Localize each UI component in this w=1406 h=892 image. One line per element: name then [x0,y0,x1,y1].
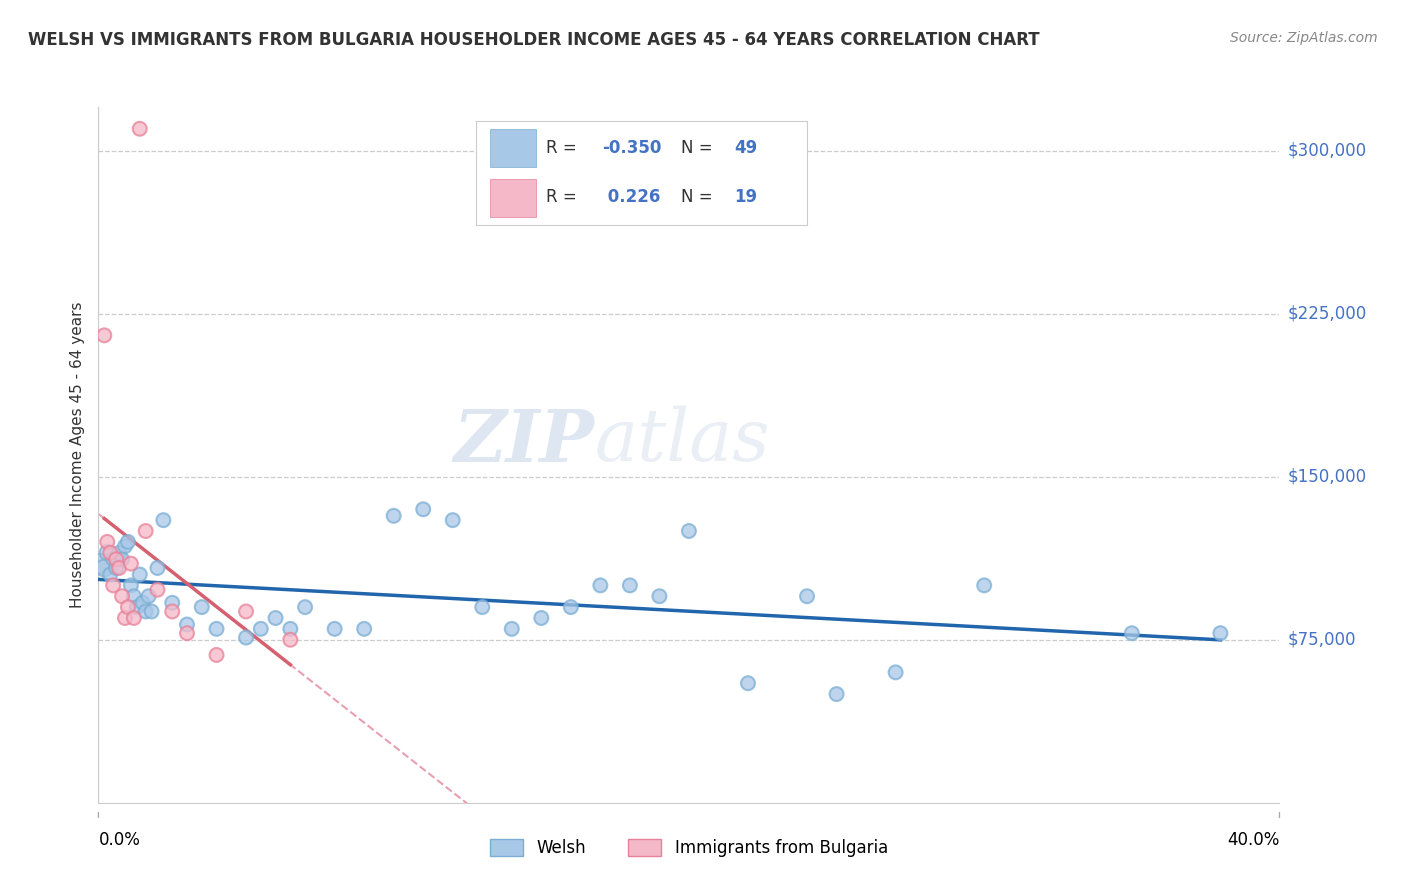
Point [96,535,118,549]
Point [98,546,121,560]
Point [111,552,134,566]
Point [191,600,214,615]
Point [114,539,136,553]
Point [176,626,198,640]
Point [589,578,612,592]
Point [117,535,139,549]
Point [648,589,671,603]
Text: atlas: atlas [595,406,770,476]
Point [135,605,157,619]
Point [138,589,160,603]
Text: 0.0%: 0.0% [98,830,141,848]
Point [141,605,163,619]
Y-axis label: Householder Income Ages 45 - 64 years: Householder Income Ages 45 - 64 years [69,301,84,608]
Point [103,552,125,566]
Point [108,561,131,575]
Point [96,546,118,560]
Point [117,600,139,615]
Point [278,632,302,647]
Point [205,622,228,636]
Point [108,546,131,560]
Point [501,622,523,636]
Point [250,622,273,636]
Text: $150,000: $150,000 [1288,467,1367,485]
Point [162,605,183,619]
Point [264,611,287,625]
Point [796,589,818,603]
Point [122,611,145,625]
Point [619,578,641,592]
Text: 40.0%: 40.0% [1227,830,1279,848]
Point [90,557,112,571]
Point [530,611,553,625]
Point [471,600,494,615]
Point [176,617,198,632]
Point [412,502,434,516]
Point [973,578,995,592]
Point [737,676,759,690]
Text: $75,000: $75,000 [1288,631,1357,648]
Point [146,561,169,575]
Point [146,582,169,597]
Point [152,513,174,527]
Point [323,622,346,636]
Point [678,524,700,538]
Point [128,121,150,136]
Point [105,561,128,575]
Point [235,631,257,645]
Point [103,578,125,592]
Point [111,589,134,603]
Point [135,524,157,538]
Point [235,605,257,619]
Point [382,508,405,523]
Text: WELSH VS IMMIGRANTS FROM BULGARIA HOUSEHOLDER INCOME AGES 45 - 64 YEARS CORRELAT: WELSH VS IMMIGRANTS FROM BULGARIA HOUSEH… [28,31,1040,49]
Point [114,611,136,625]
Point [105,552,128,566]
Point [98,567,121,582]
Point [353,622,375,636]
Point [825,687,848,701]
Point [128,567,150,582]
Point [441,513,464,527]
Text: ZIP: ZIP [454,406,595,476]
Point [93,561,115,575]
Point [205,648,228,662]
Point [120,578,142,592]
Point [93,328,115,343]
Point [162,596,183,610]
Text: $300,000: $300,000 [1288,142,1367,160]
Point [1121,626,1143,640]
Point [132,596,155,610]
Point [120,557,142,571]
Point [122,589,145,603]
Point [278,622,302,636]
Point [560,600,582,615]
Text: $225,000: $225,000 [1288,304,1367,323]
Point [294,600,316,615]
Point [1209,626,1232,640]
Point [125,600,148,615]
Point [884,665,907,680]
Legend: Welsh, Immigrants from Bulgaria: Welsh, Immigrants from Bulgaria [484,832,894,864]
Text: Source: ZipAtlas.com: Source: ZipAtlas.com [1230,31,1378,45]
